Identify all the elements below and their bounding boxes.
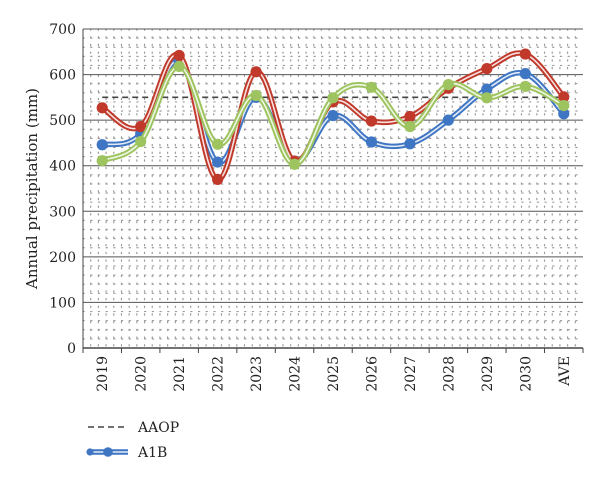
y-tick-label: 0	[67, 341, 76, 357]
x-tick-label: 2025	[326, 356, 342, 392]
legend-aaop-label: AAOP	[137, 420, 179, 436]
data-point	[519, 48, 531, 60]
y-tick-label: 300	[49, 204, 76, 220]
y-tick-label: 700	[49, 22, 76, 38]
data-point	[288, 158, 301, 170]
data-point	[96, 155, 108, 167]
data-point	[250, 89, 262, 102]
legend-a1b-marker	[86, 448, 94, 456]
legend-a1b-label: A1B	[137, 445, 167, 461]
data-point	[327, 109, 339, 122]
data-point	[404, 138, 416, 150]
x-tick-label: 2022	[211, 356, 227, 392]
x-tick-label: 2024	[288, 356, 304, 392]
data-point	[481, 63, 493, 75]
data-point	[212, 138, 224, 150]
y-tick-label: 500	[49, 113, 76, 129]
x-tick-label: 2027	[403, 356, 419, 392]
y-tick-label: 600	[49, 68, 76, 84]
data-point	[173, 60, 185, 72]
grid	[82, 28, 584, 349]
legend-a1b-marker	[103, 447, 113, 457]
y-tick-label: 200	[49, 250, 76, 266]
data-point	[327, 92, 339, 104]
x-tick-label: 2023	[249, 356, 265, 392]
data-point	[558, 99, 570, 112]
x-tick-label: 2029	[480, 356, 496, 392]
series-group	[96, 48, 570, 185]
series-unlabeled-2	[96, 60, 570, 170]
x-tick-label: 2020	[134, 356, 150, 392]
data-point	[365, 136, 378, 148]
legend: AAOP A1B	[86, 420, 179, 461]
x-tick-label: 2019	[95, 356, 111, 392]
data-point	[481, 92, 493, 104]
x-tick-label: 2028	[441, 356, 457, 392]
data-point	[519, 80, 531, 93]
x-tick-label: 2021	[172, 356, 188, 392]
data-point	[173, 49, 185, 62]
y-tick-label: 400	[49, 159, 76, 175]
data-point	[96, 102, 108, 114]
x-tick-label: 2030	[518, 356, 534, 392]
data-point	[442, 114, 454, 126]
data-point	[212, 173, 224, 185]
data-point	[365, 81, 378, 93]
data-point	[404, 110, 416, 123]
data-point	[250, 66, 262, 78]
data-point	[135, 135, 147, 148]
data-point	[212, 156, 224, 168]
x-tick-label: 2026	[364, 356, 380, 392]
data-point	[442, 78, 454, 91]
x-tick-label: AVE	[557, 356, 573, 387]
data-point	[96, 139, 108, 151]
data-point	[519, 68, 531, 80]
data-point	[404, 120, 416, 133]
y-axis-title: Annual precipitation (mm)	[23, 88, 41, 290]
data-point	[365, 115, 378, 127]
x-axis: 2019 2020 2021 2022 2023 2024 2025 2026 2027 2028…	[82, 348, 584, 392]
y-tick-label: 100	[49, 295, 76, 311]
y-axis: 0 100 200 300 400 500 600 700 Annual precipitati…	[23, 22, 84, 357]
